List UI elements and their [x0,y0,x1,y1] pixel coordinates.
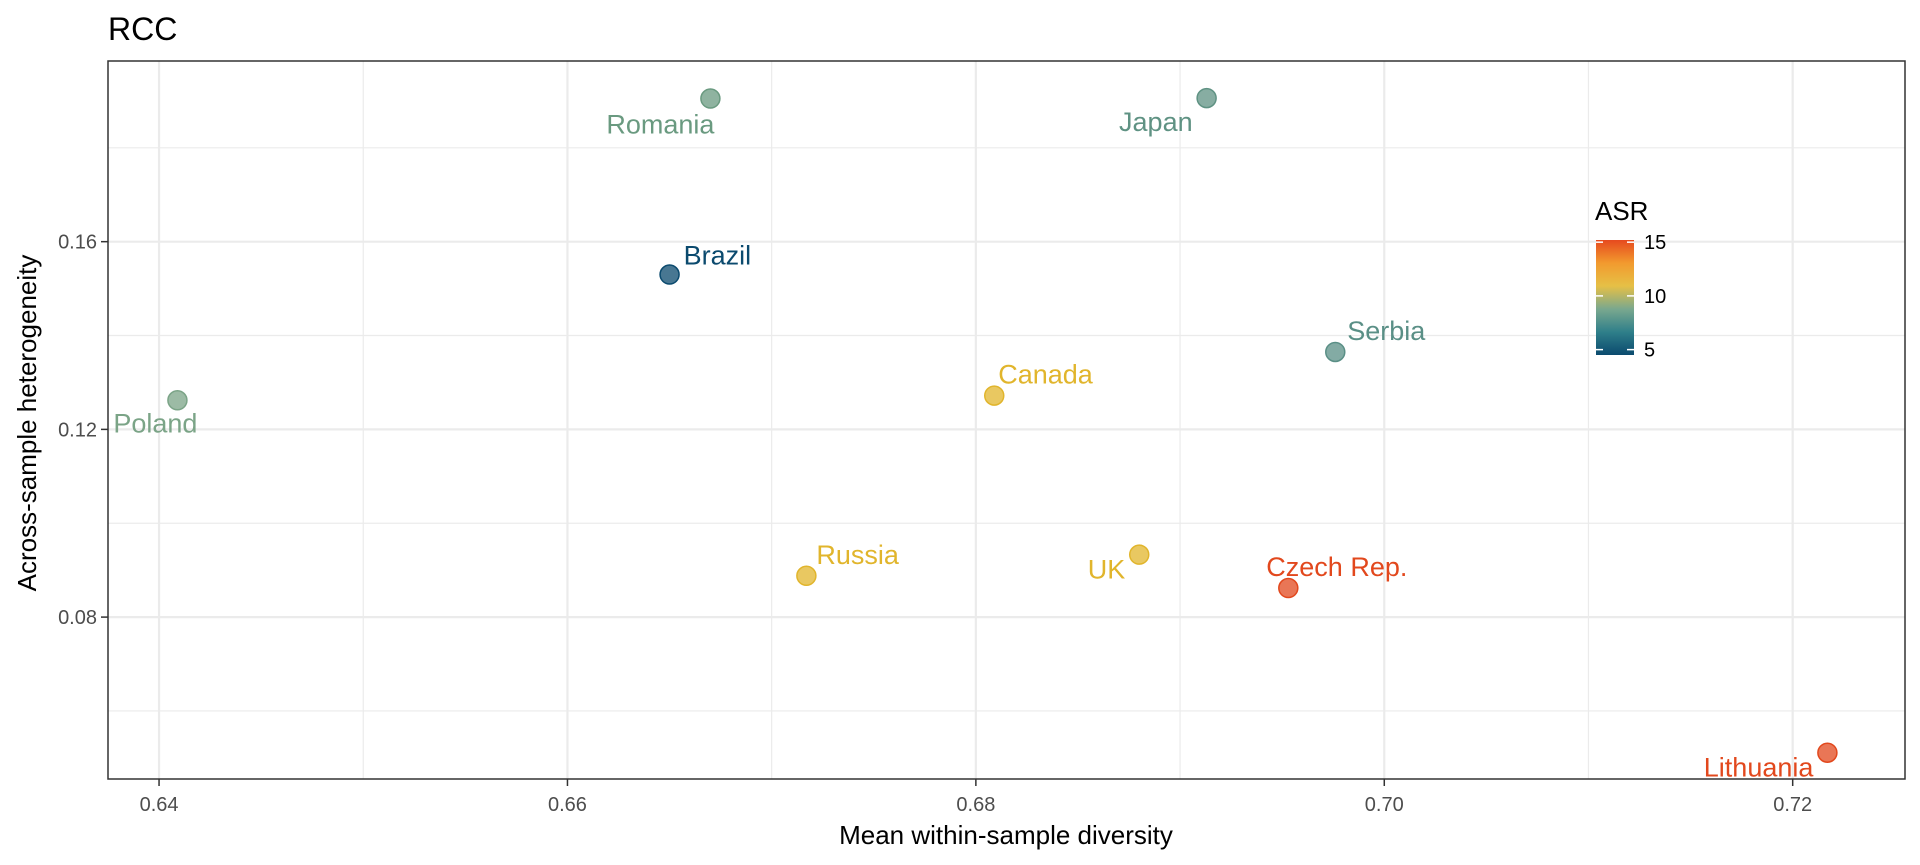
plot-panel [108,61,1905,779]
data-point-russia [796,565,817,587]
legend-colorbar [1596,240,1634,355]
point-labels-layer: Romania Japan Brazil Serbia Poland Canada Russ… [113,107,1814,783]
point-label: Canada [998,360,1094,390]
data-point-czech-rep [1278,577,1299,599]
panel-background [108,61,1905,779]
legend-tick-label: 15 [1644,232,1666,254]
data-point-brazil [659,264,680,285]
y-tick-label: 0.12 [58,419,97,441]
point-label: Romania [606,110,715,140]
point-label: Lithuania [1704,753,1815,783]
x-tick-label: 0.66 [548,794,587,816]
legend-title: ASR [1595,196,1648,226]
point-label: Japan [1119,107,1193,137]
panel-border [107,60,1906,780]
data-point-lithuania [1817,742,1838,763]
y-axis-title: Across-sample heterogeneity [12,255,42,592]
x-axis-title: Mean within-sample diversity [839,820,1173,850]
point-label: Czech Rep. [1266,552,1407,582]
point-label: Poland [113,408,197,438]
point-label: Brazil [684,241,752,271]
point-label: Russia [816,540,900,570]
data-point-uk [1128,544,1150,565]
y-tick-label: 0.16 [58,232,97,254]
y-tick-label: 0.08 [58,607,97,629]
legend: ASR 5 10 15 [1595,196,1666,362]
legend-tick-label: 5 [1644,340,1655,362]
data-point-poland [167,390,188,411]
point-label: UK [1088,555,1126,585]
x-tick-label: 0.64 [140,794,179,816]
data-point-canada [983,385,1005,406]
data-point-japan [1196,87,1217,109]
legend-tick-label: 10 [1644,286,1666,308]
x-tick-label: 0.68 [956,794,995,816]
grid-major-lines [108,61,1905,779]
points-layer [167,87,1838,763]
data-point-romania [700,88,721,109]
x-axis-ticks: 0.64 0.66 0.68 0.70 0.72 [140,779,1812,816]
data-point-serbia [1325,341,1346,363]
x-tick-label: 0.72 [1773,794,1812,816]
legend-ticks: 5 10 15 [1596,232,1666,362]
point-label: Serbia [1347,316,1426,346]
chart-title: RCC [108,11,177,47]
y-axis-ticks: 0.08 0.12 0.16 [58,232,108,629]
x-tick-label: 0.70 [1365,794,1404,816]
